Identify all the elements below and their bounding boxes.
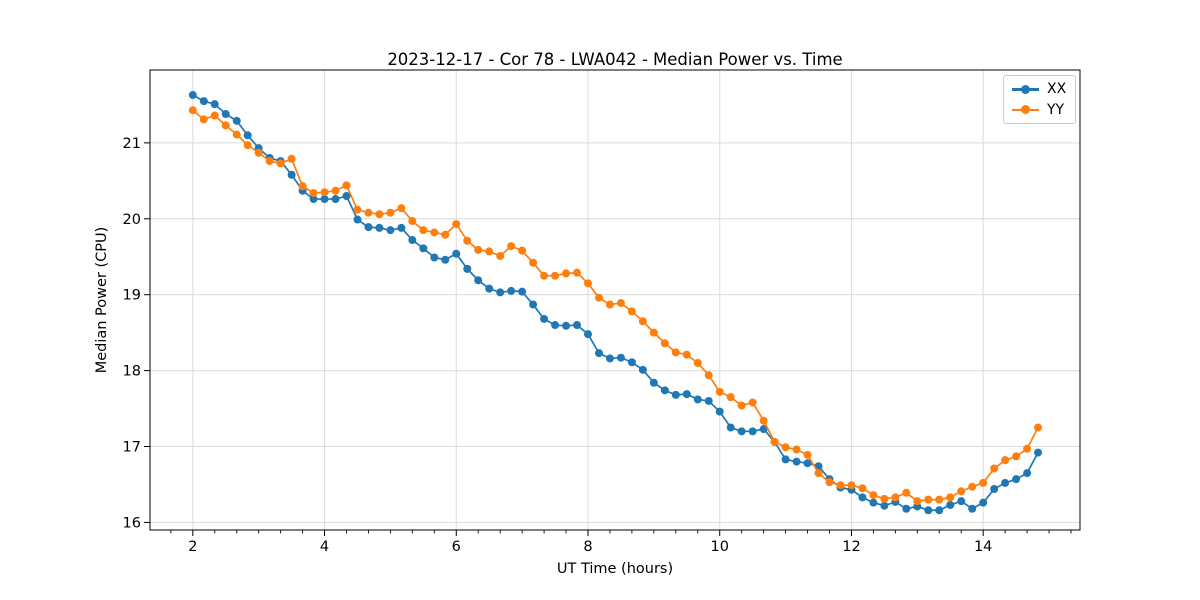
legend-label-xx: XX	[1047, 81, 1067, 98]
svg-text:16: 16	[123, 515, 141, 531]
svg-text:10: 10	[710, 539, 728, 555]
legend-item-xx: XX	[1012, 79, 1067, 99]
svg-text:20: 20	[123, 212, 141, 228]
legend: XX YY	[1003, 75, 1076, 124]
plot-border	[149, 69, 1081, 531]
svg-text:21: 21	[123, 136, 141, 152]
y-axis-label-text: Median Power (CPU)	[94, 226, 110, 374]
svg-text:12: 12	[842, 539, 860, 555]
series-line-XX	[192, 94, 1039, 512]
svg-text:6: 6	[452, 539, 461, 555]
axis-ticks	[144, 142, 1072, 536]
svg-text:18: 18	[123, 364, 141, 380]
svg-text:8: 8	[583, 539, 592, 555]
series-YY	[188, 106, 1043, 506]
x-axis-label: UT Time (hours)	[556, 561, 674, 577]
tick-labels: 2 4 6 8 10 12 14 16 17 18 19 20 21	[123, 136, 993, 555]
legend-label-yy: YY	[1047, 101, 1065, 118]
legend-item-yy: YY	[1012, 100, 1067, 120]
gridlines	[150, 70, 1080, 530]
svg-text:19: 19	[123, 288, 141, 304]
svg-text:17: 17	[123, 440, 141, 456]
legend-line-marker-xx	[1012, 84, 1039, 94]
series-XX	[188, 91, 1043, 515]
svg-text:14: 14	[974, 539, 992, 555]
svg-text:4: 4	[320, 539, 329, 555]
series-line-YY	[192, 109, 1039, 503]
legend-line-marker-yy	[1012, 105, 1039, 115]
svg-text:2: 2	[188, 539, 197, 555]
chart-title: 2023-12-17 - Cor 78 - LWA042 - Median Po…	[387, 50, 843, 69]
